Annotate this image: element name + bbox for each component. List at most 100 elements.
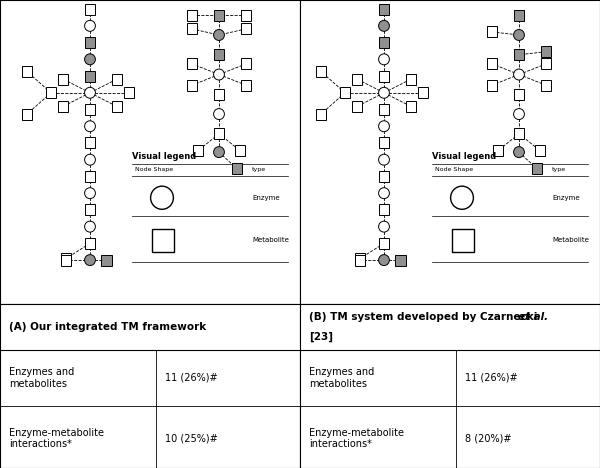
Text: Enzyme-metabolite
interactions*: Enzyme-metabolite interactions* <box>309 428 404 449</box>
Bar <box>379 104 389 115</box>
Bar <box>151 229 174 252</box>
Bar <box>406 101 416 112</box>
Bar <box>85 4 95 15</box>
Bar <box>379 138 389 148</box>
Circle shape <box>85 255 95 265</box>
Circle shape <box>514 29 524 40</box>
Bar <box>541 46 551 57</box>
Bar <box>418 88 428 98</box>
Text: [23]: [23] <box>309 332 333 342</box>
Bar <box>379 171 389 182</box>
Bar <box>379 71 389 81</box>
Text: type: type <box>552 167 566 172</box>
Bar <box>214 10 224 21</box>
Bar <box>112 73 122 85</box>
Bar <box>541 58 551 69</box>
Circle shape <box>85 54 95 65</box>
Text: Visual legend: Visual legend <box>432 152 496 161</box>
Bar <box>406 73 416 85</box>
Bar <box>241 80 251 91</box>
Circle shape <box>85 121 95 132</box>
Text: 8 (20%)#: 8 (20%)# <box>465 433 511 444</box>
Bar <box>352 73 362 85</box>
Bar <box>85 71 95 81</box>
Bar <box>187 80 197 91</box>
Bar <box>61 255 71 265</box>
Circle shape <box>379 255 389 265</box>
Text: Node Shape: Node Shape <box>135 167 173 172</box>
Circle shape <box>85 221 95 232</box>
Text: Enzyme-metabolite
interactions*: Enzyme-metabolite interactions* <box>9 428 104 449</box>
Bar <box>85 205 95 215</box>
Text: Metabolite: Metabolite <box>252 237 289 243</box>
Bar <box>85 104 95 115</box>
Text: (A) Our integrated TM framework: (A) Our integrated TM framework <box>9 322 206 332</box>
Bar <box>395 255 406 265</box>
Bar <box>379 238 389 249</box>
Bar <box>541 80 551 91</box>
Bar <box>535 145 545 156</box>
Bar <box>452 229 475 252</box>
Bar <box>241 10 251 21</box>
Circle shape <box>85 154 95 165</box>
Circle shape <box>379 188 389 198</box>
Text: 11 (26%)#: 11 (26%)# <box>465 373 518 383</box>
Bar <box>514 128 524 139</box>
Bar <box>85 171 95 182</box>
Bar <box>85 37 95 48</box>
Bar <box>22 66 32 77</box>
Bar <box>379 205 389 215</box>
Bar <box>316 66 326 77</box>
Bar <box>61 253 71 264</box>
Text: Enzyme: Enzyme <box>552 195 580 201</box>
Circle shape <box>379 21 389 31</box>
Bar <box>355 253 365 264</box>
Bar <box>124 88 134 98</box>
Bar <box>85 238 95 249</box>
Circle shape <box>379 121 389 132</box>
Circle shape <box>379 88 389 98</box>
Circle shape <box>379 221 389 232</box>
Bar <box>235 145 245 156</box>
Circle shape <box>379 54 389 65</box>
Text: Enzyme: Enzyme <box>252 195 280 201</box>
Text: (B) TM system developed by Czarnecki: (B) TM system developed by Czarnecki <box>309 312 541 322</box>
Bar <box>58 73 68 85</box>
Bar <box>340 88 350 98</box>
Bar <box>514 89 524 100</box>
Bar <box>487 58 497 69</box>
Bar <box>493 145 503 156</box>
Text: Visual legend: Visual legend <box>132 152 196 161</box>
Bar <box>187 23 197 34</box>
Circle shape <box>451 186 473 209</box>
Text: 10 (25%)#: 10 (25%)# <box>165 433 218 444</box>
Bar <box>487 27 497 37</box>
Bar <box>532 163 542 174</box>
Bar <box>379 37 389 48</box>
Circle shape <box>85 88 95 98</box>
Text: Enzymes and
metabolites: Enzymes and metabolites <box>309 367 374 389</box>
Circle shape <box>514 146 524 158</box>
Bar <box>241 23 251 34</box>
Bar <box>214 128 224 139</box>
Bar <box>514 10 524 21</box>
Bar <box>112 101 122 112</box>
Text: 11 (26%)#: 11 (26%)# <box>165 373 218 383</box>
Bar <box>22 109 32 119</box>
Circle shape <box>85 21 95 31</box>
Bar <box>352 101 362 112</box>
Circle shape <box>514 69 524 80</box>
Circle shape <box>214 29 224 40</box>
Circle shape <box>214 109 224 119</box>
Text: Enzymes and
metabolites: Enzymes and metabolites <box>9 367 74 389</box>
Bar <box>214 89 224 100</box>
Bar <box>187 58 197 69</box>
Text: type: type <box>252 167 266 172</box>
Bar <box>214 49 224 60</box>
Circle shape <box>214 69 224 80</box>
Circle shape <box>379 154 389 165</box>
Text: et al.: et al. <box>518 312 548 322</box>
Bar <box>514 49 524 60</box>
Text: Node Shape: Node Shape <box>435 167 473 172</box>
Bar <box>46 88 56 98</box>
